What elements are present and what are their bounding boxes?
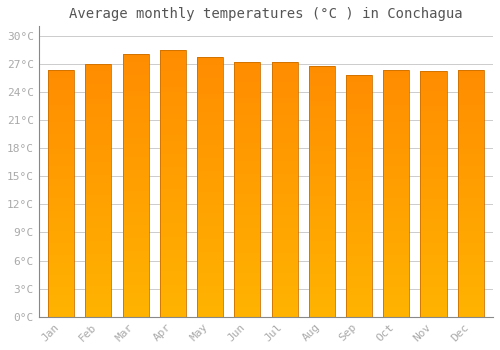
Bar	[122, 54, 148, 317]
Bar	[308, 66, 335, 317]
Bar	[160, 50, 186, 317]
Bar	[86, 64, 112, 317]
Bar	[234, 62, 260, 317]
Title: Average monthly temperatures (°C ) in Conchagua: Average monthly temperatures (°C ) in Co…	[69, 7, 462, 21]
Bar	[458, 70, 483, 317]
Bar	[272, 62, 297, 317]
Bar	[48, 70, 74, 317]
Bar	[420, 71, 446, 317]
Bar	[197, 57, 223, 317]
Bar	[383, 70, 409, 317]
Bar	[346, 75, 372, 317]
